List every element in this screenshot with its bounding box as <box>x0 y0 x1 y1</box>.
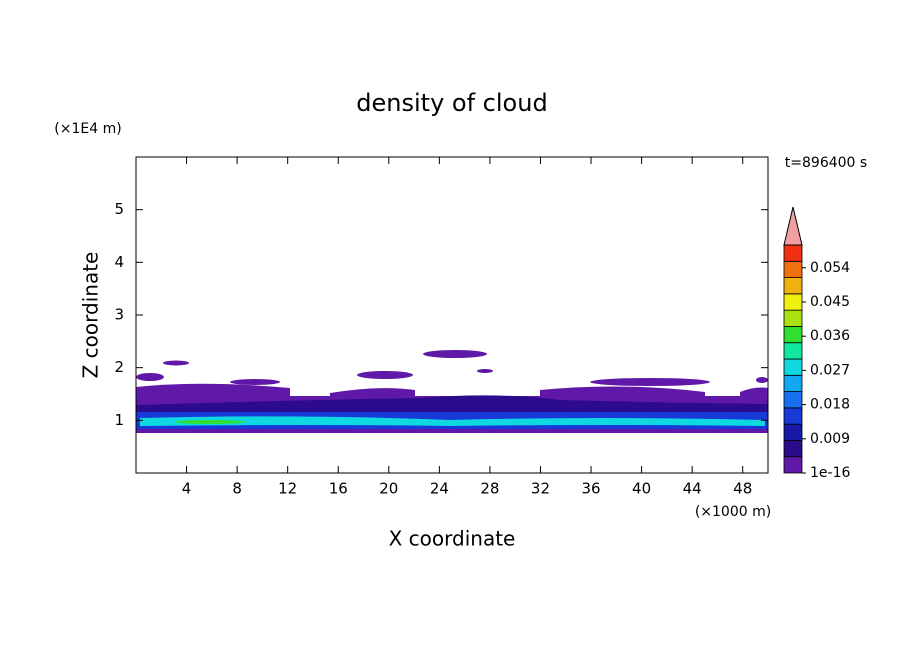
colorbar-tick-label: 0.009 <box>810 431 850 447</box>
colorbar-extension <box>783 206 803 246</box>
y-tick-label: 3 <box>114 306 124 324</box>
time-label: t=896400 s <box>785 155 867 171</box>
contour-region <box>136 373 164 381</box>
y-tick-label: 1 <box>114 411 124 429</box>
x-unit: (×1000 m) <box>695 504 771 520</box>
y-tick-label: 5 <box>114 200 124 218</box>
contour-region <box>330 388 415 396</box>
contour-region <box>740 387 768 396</box>
colorbar-tick-label: 0.027 <box>810 362 850 378</box>
colorbar-band <box>783 391 803 409</box>
x-tick-label: 48 <box>733 480 752 498</box>
colorbar-band <box>783 260 803 278</box>
x-tick-label: 36 <box>581 480 600 498</box>
x-tick-label: 20 <box>379 480 398 498</box>
x-tick-label: 16 <box>329 480 348 498</box>
contour-region <box>423 350 487 358</box>
colorbar-band <box>783 456 803 474</box>
colorbar-tick-label: 0.018 <box>810 397 850 413</box>
y-unit: (×1E4 m) <box>54 121 121 137</box>
contour-region <box>590 378 710 386</box>
x-tick-label: 44 <box>683 480 702 498</box>
contour-region <box>163 360 189 366</box>
contour-region <box>540 386 705 396</box>
contour-region <box>140 416 765 426</box>
colorbar-tick-label: 0.045 <box>810 294 850 310</box>
contour-field <box>136 350 768 433</box>
x-tick-label: 24 <box>430 480 449 498</box>
contour-region <box>477 369 493 373</box>
colorbar-band <box>783 423 803 441</box>
contour-region <box>230 379 280 385</box>
contour-region <box>357 371 413 379</box>
colorbar-band <box>783 407 803 425</box>
x-tick-label: 28 <box>480 480 499 498</box>
colorbar-band <box>783 293 803 311</box>
y-tick-label: 4 <box>114 253 124 271</box>
colorbar-tick-label: 0.054 <box>810 260 850 276</box>
colorbar-band <box>783 374 803 392</box>
colorbar-band <box>783 440 803 458</box>
x-axis-title: X coordinate <box>389 527 516 551</box>
x-tick-label: 40 <box>632 480 651 498</box>
contour-region <box>136 383 290 396</box>
colorbar-band <box>783 326 803 344</box>
colorbar-band <box>783 358 803 376</box>
colorbar-tick-label: 0.036 <box>810 328 850 344</box>
colorbar-band <box>783 309 803 327</box>
y-tick-label: 2 <box>114 358 124 376</box>
colorbar-band <box>783 277 803 295</box>
colorbar-band <box>783 244 803 262</box>
contour-region <box>756 377 768 383</box>
x-tick-label: 8 <box>232 480 242 498</box>
colorbar-band <box>783 342 803 360</box>
y-axis-title: Z coordinate <box>79 252 103 379</box>
x-tick-label: 12 <box>278 480 297 498</box>
contour-region <box>175 420 245 424</box>
x-tick-label: 32 <box>531 480 550 498</box>
colorbar-tick-label: 1e-16 <box>810 465 850 481</box>
x-tick-label: 4 <box>182 480 192 498</box>
chart-title: density of cloud <box>356 89 547 117</box>
